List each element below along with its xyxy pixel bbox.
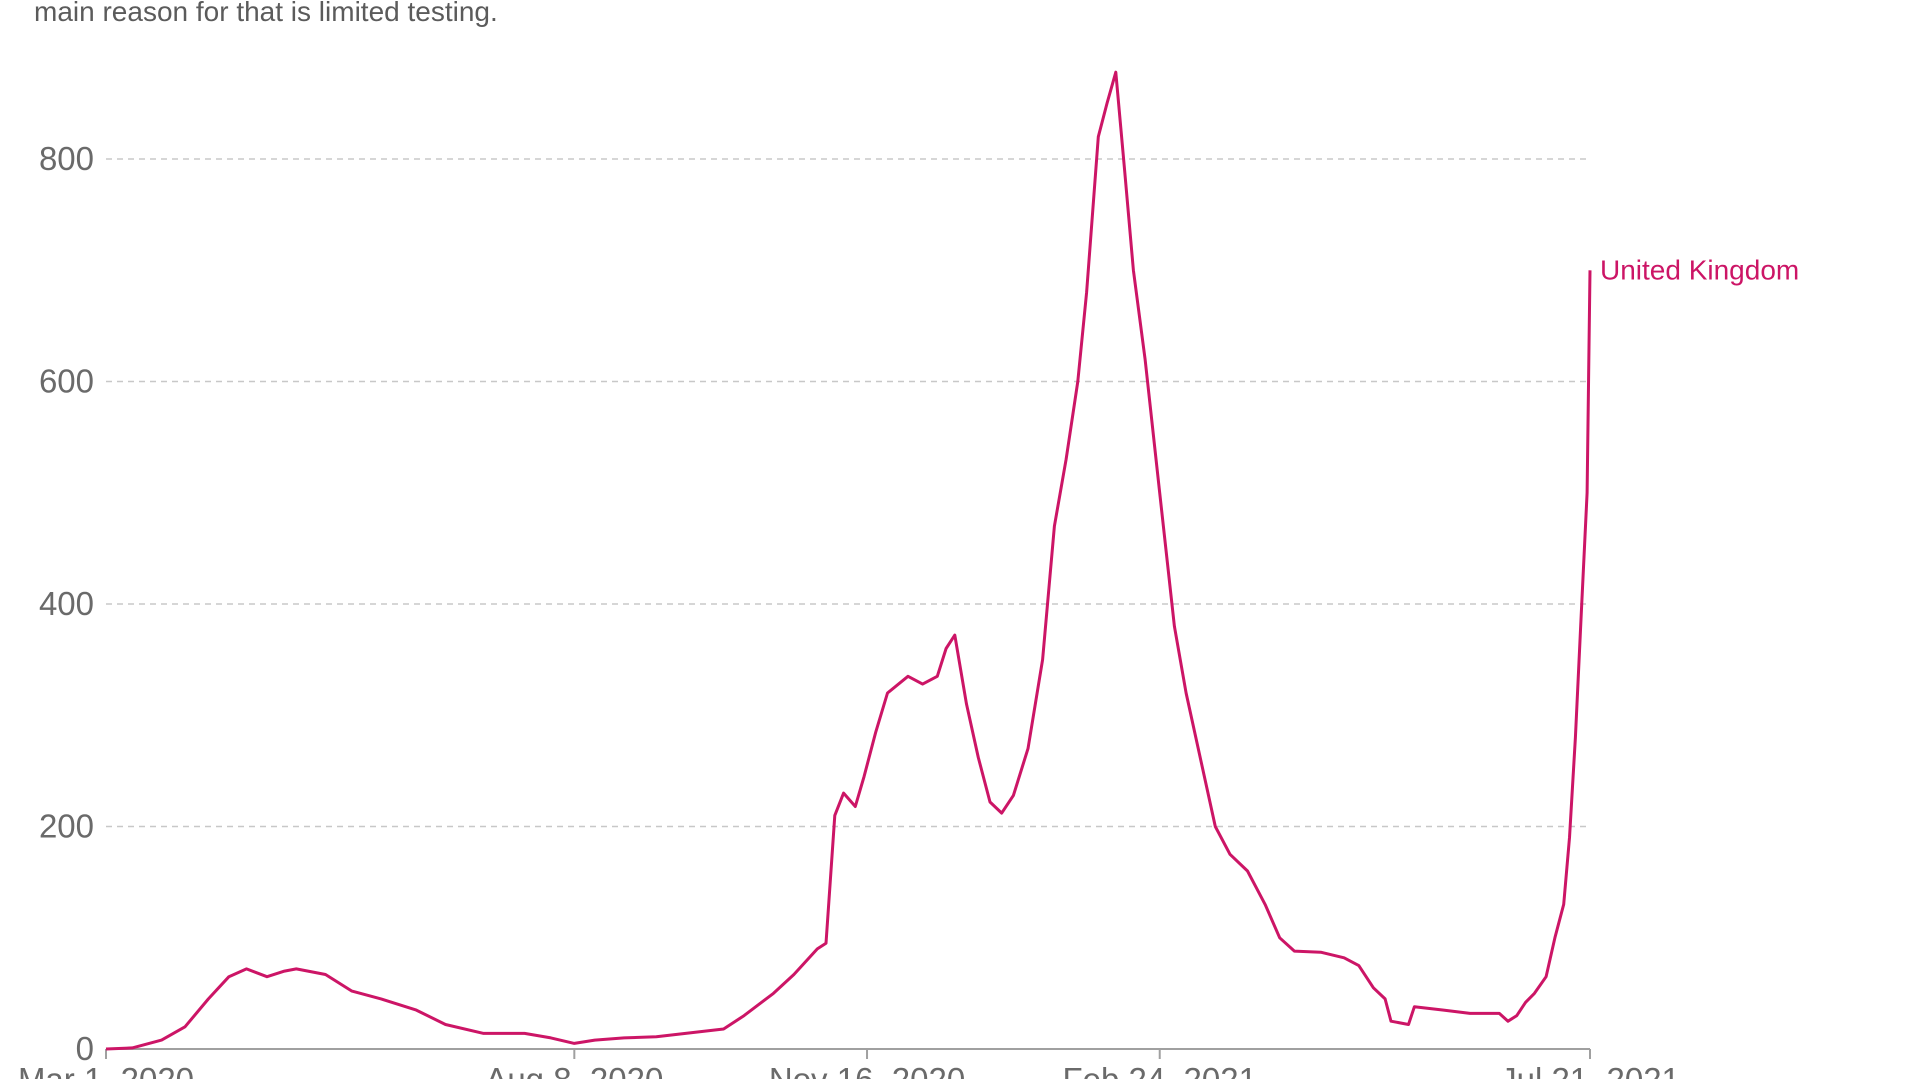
series-line-0 bbox=[105, 70, 1592, 1051]
y-tick-label-0: 0 bbox=[76, 1030, 94, 1067]
x-tick-label-3: Feb 24, 2021 bbox=[1062, 1061, 1257, 1079]
series-lines: United Kingdom bbox=[105, 70, 1799, 1051]
y-axis-ticks: 0 200 400 600 800 bbox=[39, 140, 94, 1067]
x-tick-label-2: Nov 16, 2020 bbox=[769, 1061, 965, 1079]
y-tick-label-200: 200 bbox=[39, 808, 94, 845]
series-label-0: United Kingdom bbox=[1600, 254, 1799, 285]
y-tick-label-800: 800 bbox=[39, 140, 94, 177]
gridlines bbox=[106, 158, 1590, 828]
x-tick-label-0: Mar 1, 2020 bbox=[18, 1061, 194, 1079]
x-axis: Mar 1, 2020 Aug 8, 2020 Nov 16, 2020 Feb 24… bbox=[18, 1048, 1680, 1079]
y-tick-label-400: 400 bbox=[39, 585, 94, 622]
x-tick-label-4: Jul 21, 2021 bbox=[1500, 1061, 1680, 1079]
x-tick-label-1: Aug 8, 2020 bbox=[485, 1061, 663, 1079]
chart-subtitle: main reason for that is limited testing. bbox=[34, 0, 498, 27]
y-tick-label-600: 600 bbox=[39, 363, 94, 400]
